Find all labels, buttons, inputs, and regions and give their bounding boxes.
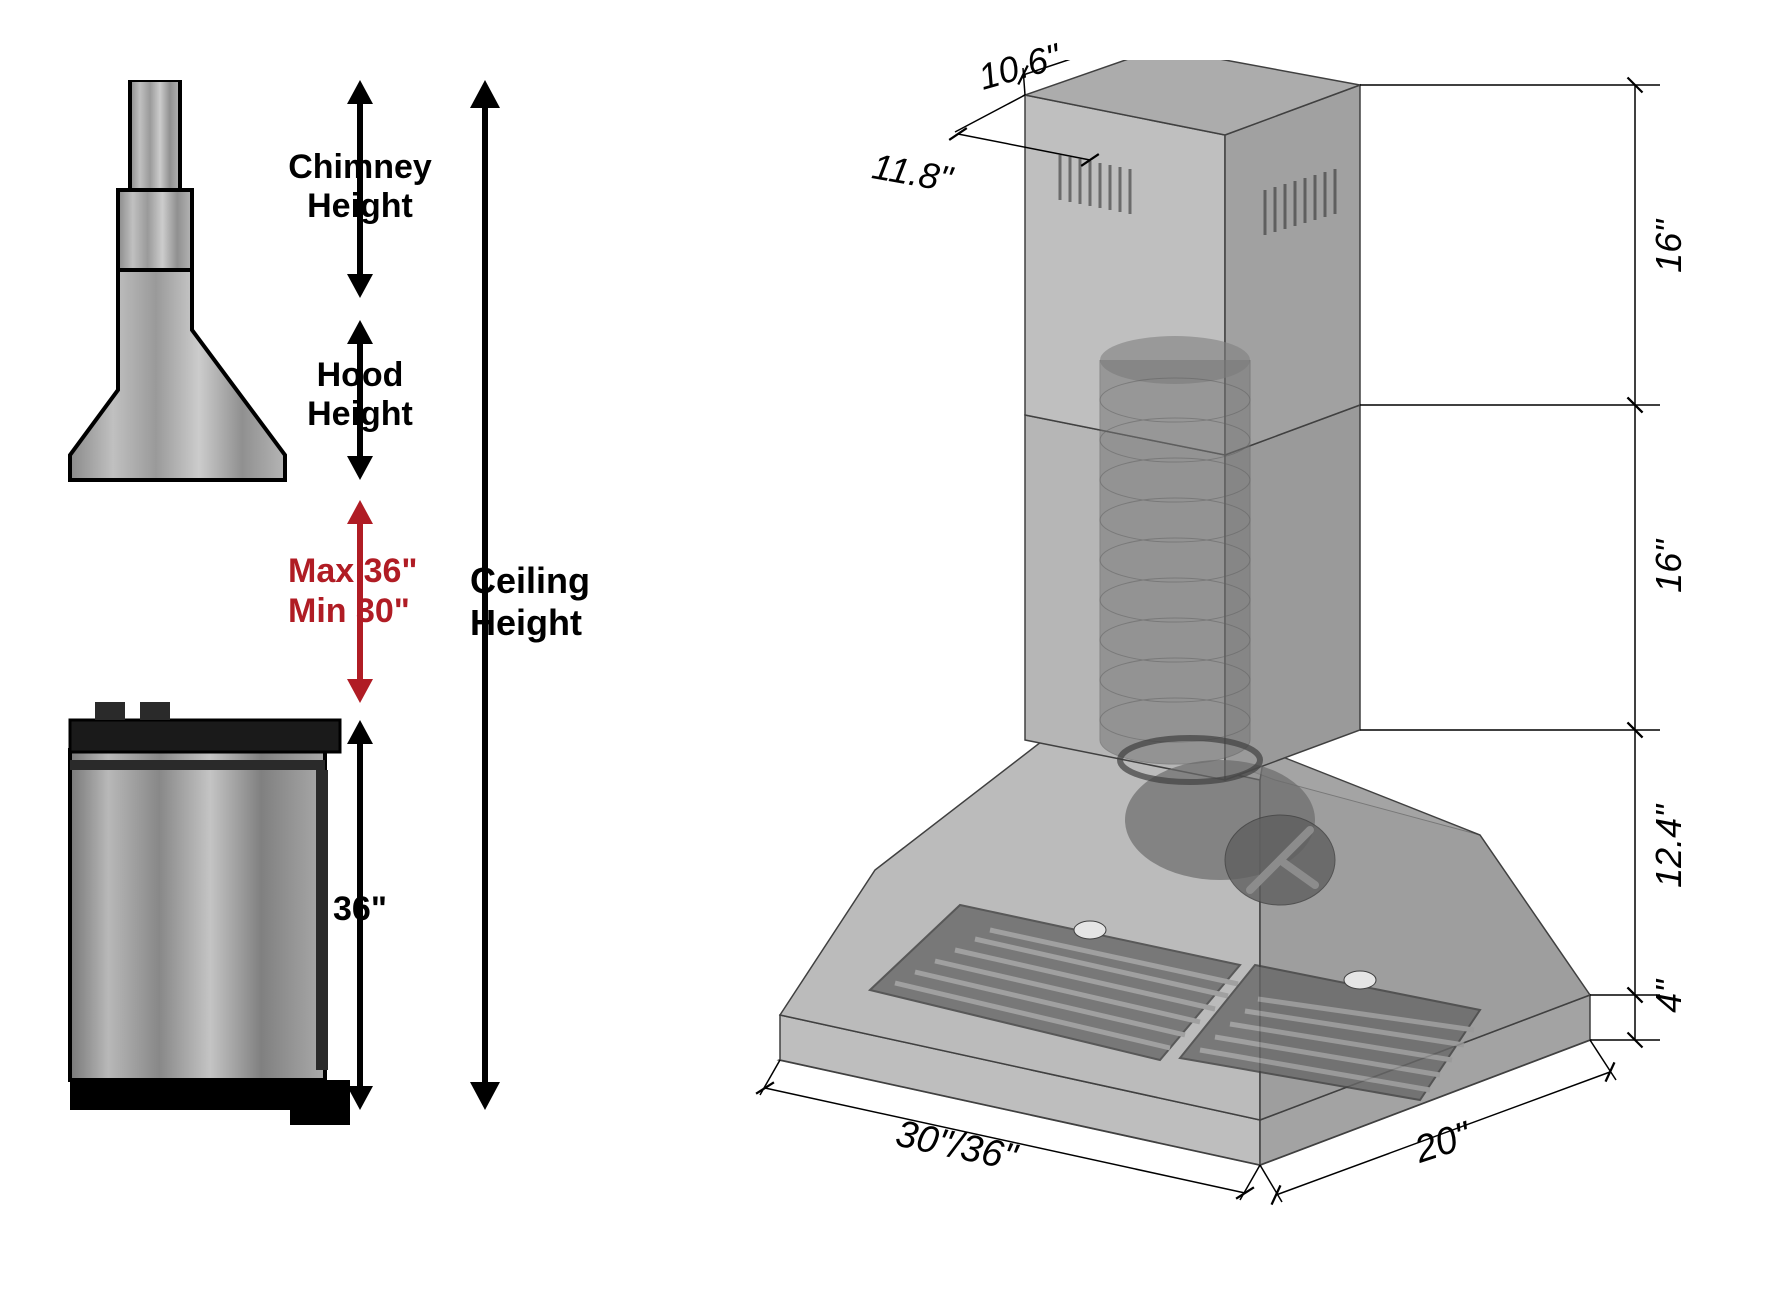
- hood-arrow-up: [347, 320, 373, 344]
- clearance-min-label: Min 30": [288, 592, 458, 631]
- clearance-arrow-up: [347, 500, 373, 524]
- range-height-label: 36": [320, 890, 400, 929]
- chimney-arrow-up: [347, 80, 373, 104]
- range-arrow-up: [347, 720, 373, 744]
- light-right: [1344, 971, 1376, 989]
- range-knob-1: [95, 702, 125, 720]
- chimney-arrow-down: [347, 274, 373, 298]
- hood-3d-body: [780, 60, 1590, 1165]
- light-left: [1074, 921, 1106, 939]
- dim-lower-16: 16": [1648, 540, 1690, 593]
- chimney-wide: [118, 190, 192, 270]
- dim-hood-h: 12.4": [1648, 805, 1690, 888]
- hood-height-label: Hood Height: [298, 356, 422, 434]
- left-installation-diagram: Chimney Height Hood Height Max 36" Min 3…: [60, 80, 620, 1220]
- left-svg: [60, 80, 620, 1220]
- ceiling-arrow-down: [470, 1082, 500, 1110]
- dim-lip-h: 4": [1648, 980, 1690, 1013]
- ceiling-arrow-up: [470, 80, 500, 108]
- range-foot: [290, 1110, 350, 1125]
- hood-profile: [70, 270, 285, 480]
- range-trim-top: [70, 760, 325, 770]
- right-3d-diagram: 10.6" 11.8" 16" 16" 12.4" 4" 30"/36" 20": [720, 60, 1720, 1240]
- duct-body: [1100, 360, 1250, 764]
- hood-arrow-down: [347, 456, 373, 480]
- range-arrow-down: [347, 1086, 373, 1110]
- right-svg: [720, 60, 1720, 1240]
- range-cooktop: [70, 720, 340, 752]
- range-body: [70, 750, 325, 1080]
- range-base: [70, 1080, 350, 1110]
- ceiling-height-label: Ceiling Height: [470, 560, 620, 644]
- range-knob-2: [140, 702, 170, 720]
- dim-upper-16: 16": [1648, 220, 1690, 273]
- clearance-max-label: Max 36": [288, 552, 458, 591]
- chimney-height-label: Chimney Height: [276, 148, 444, 226]
- clearance-arrow-down: [347, 679, 373, 703]
